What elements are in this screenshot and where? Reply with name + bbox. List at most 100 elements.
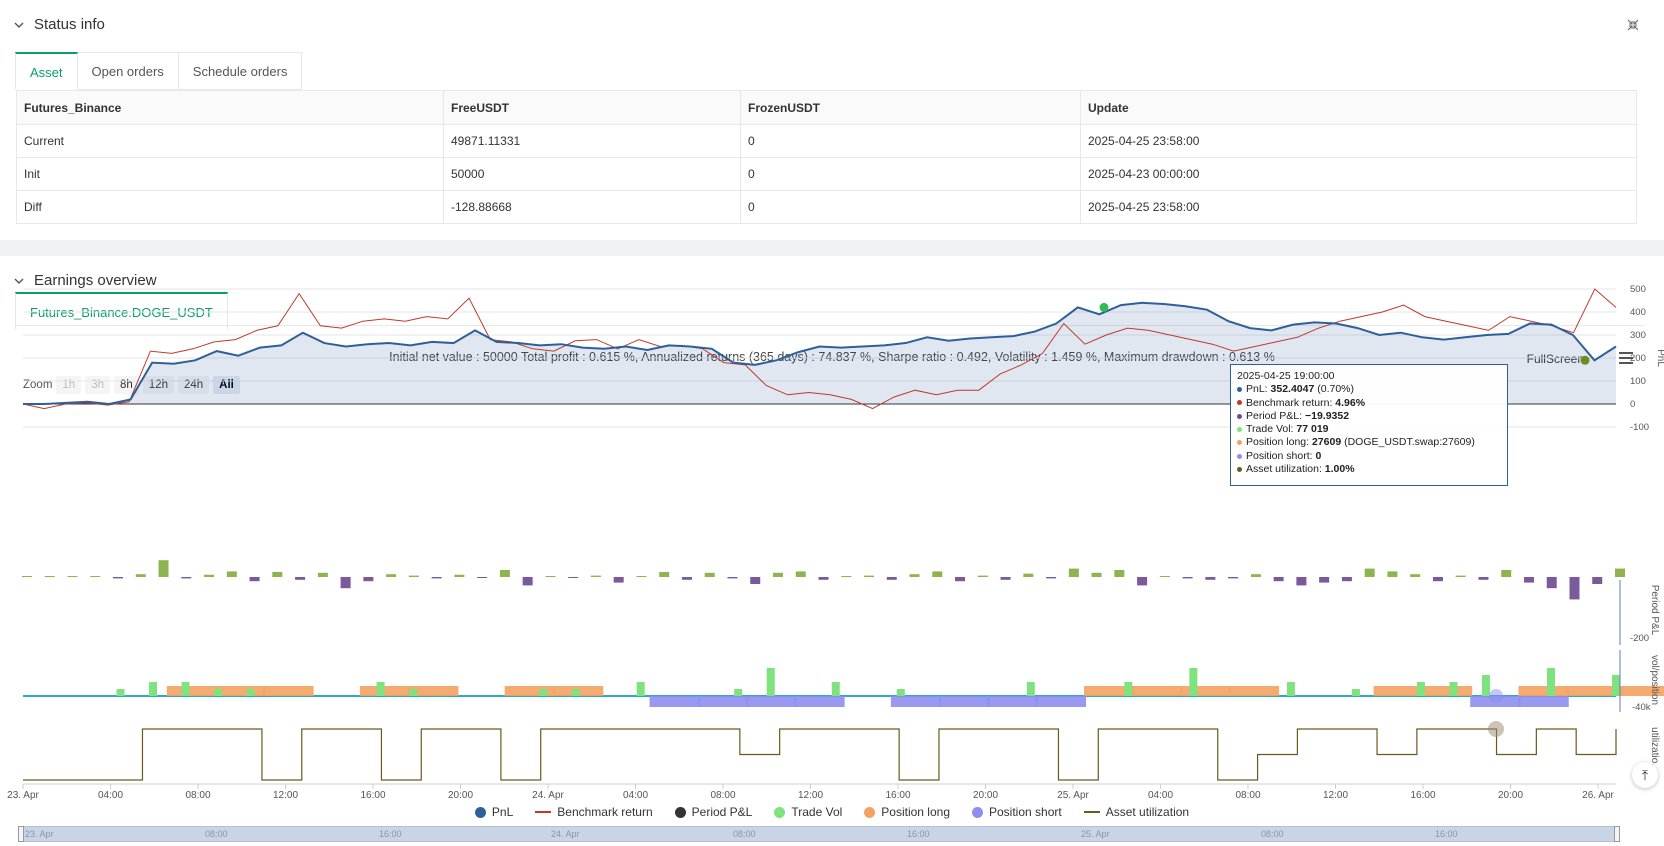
period-bar <box>727 577 738 579</box>
status-title: Status info <box>34 16 105 33</box>
position-long-bar <box>215 686 266 696</box>
tab-asset[interactable]: Asset <box>15 52 78 90</box>
earnings-tabs: Futures_Binance.DOGE_USDT <box>15 292 228 330</box>
period-bar <box>1569 577 1580 600</box>
legend-trade-vol[interactable]: Trade Vol <box>774 805 842 819</box>
period-bar <box>340 577 351 589</box>
x-tick-label: 04:00 <box>98 790 123 801</box>
tab-schedule-orders[interactable]: Schedule orders <box>178 52 303 90</box>
benchmark-line <box>22 288 1617 410</box>
x-tick-label: 23. Apr <box>7 790 39 801</box>
hover-marker <box>1488 721 1504 737</box>
legend-benchmark[interactable]: Benchmark return <box>535 805 653 819</box>
zoom-bar: Zoom 1h 3h 8h 12h 24h All <box>23 376 240 394</box>
x-tick-label: 04:00 <box>1148 790 1173 801</box>
tab-doge-usdt[interactable]: Futures_Binance.DOGE_USDT <box>15 292 228 330</box>
tab-open-orders[interactable]: Open orders <box>77 52 179 90</box>
back-to-top-button[interactable]: ⤒ <box>1632 762 1658 788</box>
period-bar <box>226 571 237 577</box>
period-bar <box>1364 568 1375 577</box>
period-bar <box>955 577 966 582</box>
tooltip-pnl: PnL: 352.4047 (0.70%) <box>1237 383 1501 396</box>
x-tick-label: 08:00 <box>1235 790 1260 801</box>
period-bar <box>636 576 647 577</box>
period-bar <box>818 577 829 580</box>
tooltip-vol: Trade Vol: 77 019 <box>1237 423 1501 436</box>
period-bar <box>522 577 533 586</box>
trade-vol-bar <box>214 689 223 696</box>
period-bar <box>1455 575 1466 577</box>
period-bar <box>1546 577 1557 589</box>
nav-label: 23. Apr <box>25 829 54 839</box>
trade-vol-bar <box>1286 682 1295 696</box>
period-bar <box>431 577 442 579</box>
period-bar <box>1410 574 1421 577</box>
period-bar <box>1228 577 1239 579</box>
period-bar <box>363 577 374 582</box>
trade-vol-bar <box>1546 668 1555 696</box>
asset-util-line <box>23 728 1617 781</box>
trade-vol-bar <box>409 689 418 696</box>
trade-vol-bar <box>1026 682 1035 696</box>
period-bar <box>477 577 488 578</box>
legend-position-short[interactable]: Position short <box>972 805 1062 819</box>
period-bar <box>841 576 852 577</box>
period-bar <box>386 574 397 577</box>
cell-free: -128.88668 <box>443 190 741 224</box>
cell-update: 2025-04-23 00:00:00 <box>1080 157 1637 191</box>
period-bar <box>67 576 78 577</box>
period-bar <box>158 560 169 577</box>
legend-position-long[interactable]: Position long <box>864 805 950 819</box>
chevron-down-icon[interactable] <box>14 20 24 30</box>
x-tick-label: 12:00 <box>798 790 823 801</box>
collapse-icon[interactable] <box>1626 18 1640 32</box>
tooltip-short: Position short: 0 <box>1237 450 1501 463</box>
navigator-right-handle[interactable] <box>1614 826 1620 842</box>
status-header[interactable]: Status info <box>14 16 105 33</box>
period-bar <box>1091 572 1102 577</box>
chevron-down-icon[interactable] <box>14 276 24 286</box>
position-long-bar <box>1615 686 1664 696</box>
range-navigator[interactable]: 23. Apr 08:00 16:00 24. Apr 08:00 16:00 … <box>18 826 1620 842</box>
period-bar <box>886 577 897 580</box>
period-bar <box>1615 568 1625 577</box>
chart-legend: PnL Benchmark return Period P&L Trade Vo… <box>0 805 1664 819</box>
earnings-header[interactable]: Earnings overview <box>14 272 157 289</box>
earnings-panel: Earnings overview Futures_Binance.DOGE_U… <box>0 256 1664 846</box>
position-short-bar <box>890 696 942 707</box>
period-bar <box>932 571 943 577</box>
x-tick-label: 20:00 <box>448 790 473 801</box>
navigator-left-handle[interactable] <box>18 826 24 842</box>
trade-vol-bar <box>636 682 645 696</box>
x-tick-label: 12:00 <box>273 790 298 801</box>
legend-period-pnl[interactable]: Period P&L <box>674 805 752 819</box>
period-bar <box>90 576 101 577</box>
period-bar <box>44 576 55 577</box>
period-bar <box>568 577 579 578</box>
position-long-bar <box>408 686 459 696</box>
position-long-bar <box>263 686 314 696</box>
trade-vol-bar <box>734 689 743 696</box>
legend-asset-util[interactable]: Asset utilization <box>1083 805 1189 819</box>
position-long-bar <box>166 686 218 696</box>
period-bar <box>681 577 692 580</box>
menu-icon[interactable] <box>1618 351 1634 365</box>
period-bar <box>499 570 510 577</box>
period-bar <box>1023 573 1034 577</box>
table-row: Init 50000 0 2025-04-23 00:00:00 <box>16 157 1637 191</box>
x-tick-label: 25. Apr <box>1057 790 1089 801</box>
y-tick-label: -100 <box>1630 422 1649 433</box>
cell-free: 50000 <box>443 157 741 191</box>
position-long-bar <box>359 686 411 696</box>
x-tick-label: 08:00 <box>185 790 210 801</box>
period-bar <box>1273 577 1284 582</box>
hover-marker <box>1489 689 1503 703</box>
fullscreen-button[interactable]: FullScreen <box>1527 352 1584 366</box>
row-label-init: Init <box>16 157 444 191</box>
legend-pnl[interactable]: PnL <box>474 805 513 819</box>
pnl-area <box>23 302 1616 404</box>
nav-label: 08:00 <box>1261 829 1284 839</box>
tooltip-period: Period P&L: −19.9352 <box>1237 410 1501 423</box>
pnl-line <box>23 301 1617 406</box>
